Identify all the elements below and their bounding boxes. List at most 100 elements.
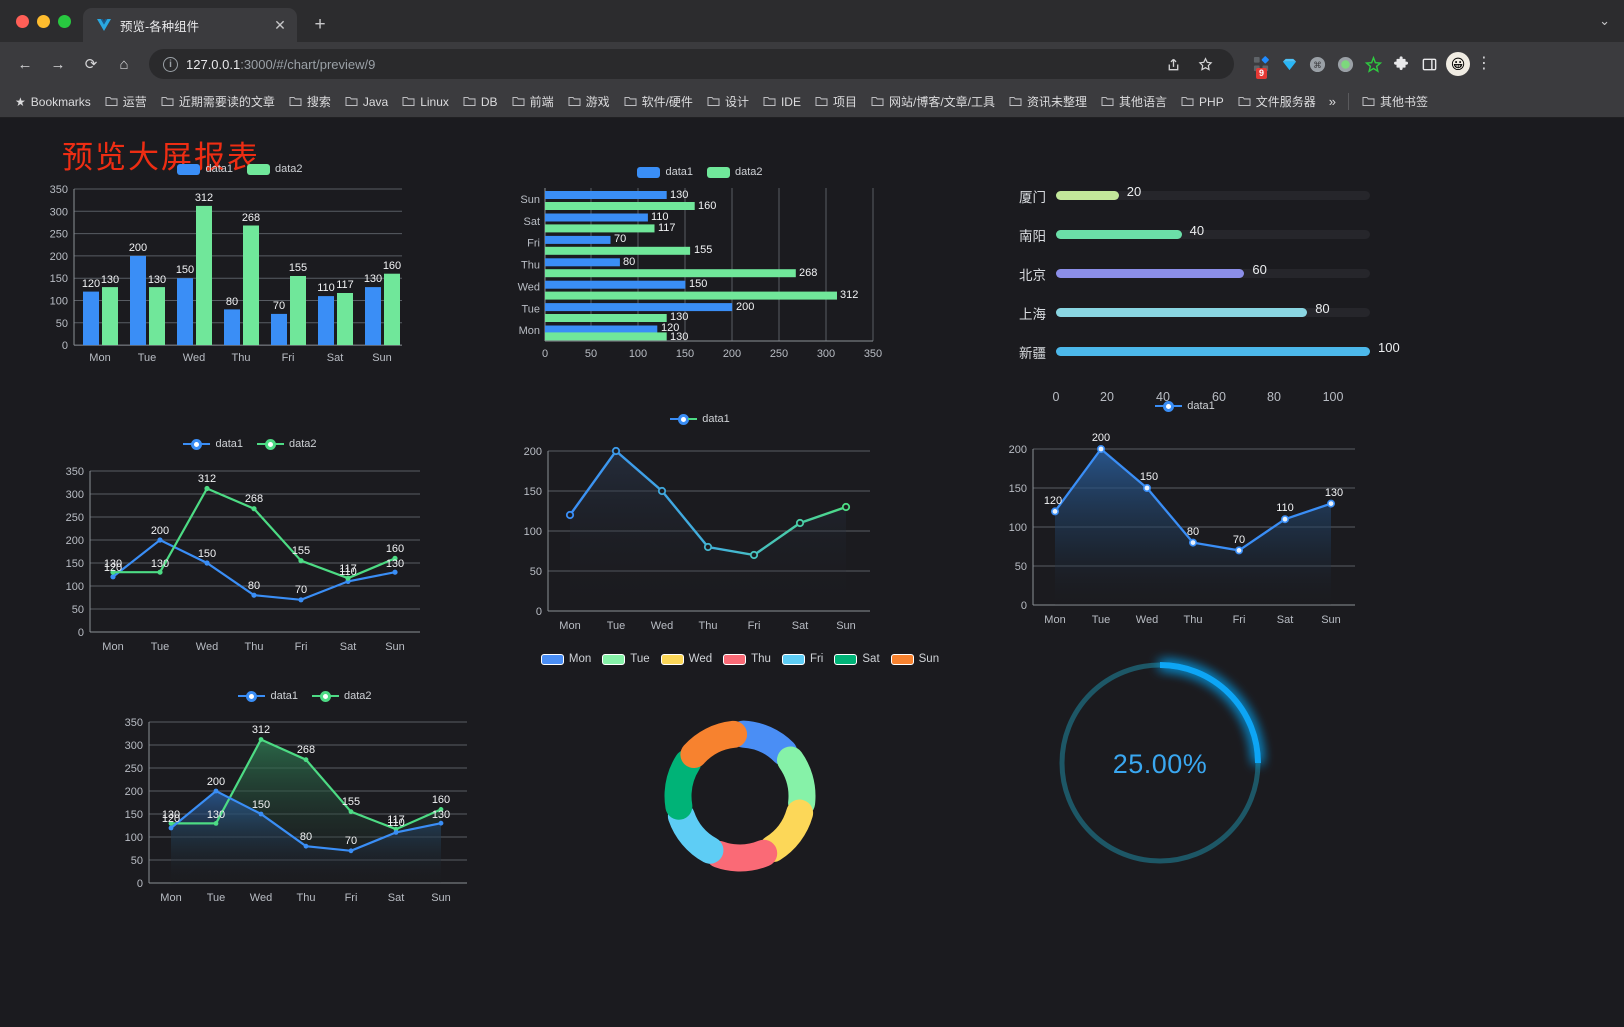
svg-text:70: 70 <box>295 584 307 596</box>
legend-item-data1[interactable]: data1 <box>637 166 693 178</box>
svg-text:70: 70 <box>345 835 357 847</box>
svg-text:Thu: Thu <box>245 641 264 653</box>
legend-item-data1[interactable]: data1 <box>670 413 730 425</box>
new-tab-button[interactable]: + <box>314 14 326 35</box>
side-panel-icon[interactable] <box>1418 53 1440 75</box>
svg-text:268: 268 <box>245 493 263 505</box>
site-info-icon[interactable]: i <box>163 56 178 72</box>
profile-avatar[interactable]: 😀 <box>1446 52 1470 76</box>
svg-text:80: 80 <box>1187 526 1199 538</box>
bookmark-folder-1[interactable]: 近期需要读的文章 <box>154 90 282 113</box>
donut-segment-sun[interactable] <box>664 720 816 872</box>
bookmark-folder-5[interactable]: DB <box>456 92 505 112</box>
reload-button[interactable]: ⟳ <box>84 56 98 73</box>
legend-item-data2[interactable]: data2 <box>247 163 303 175</box>
bookmark-folder-15[interactable]: PHP <box>1174 92 1231 112</box>
bookmarks-overflow-button[interactable]: » <box>1328 94 1336 109</box>
share-icon[interactable] <box>1158 49 1188 79</box>
legend-item-tue[interactable]: Tue <box>602 653 650 665</box>
svg-text:200: 200 <box>723 348 741 360</box>
svg-text:50: 50 <box>56 318 68 330</box>
close-window-button[interactable] <box>16 14 29 28</box>
svg-text:70: 70 <box>614 233 626 245</box>
legend-item-data2[interactable]: data2 <box>312 690 372 702</box>
green-dot-icon[interactable] <box>1334 53 1356 75</box>
svg-text:Thu: Thu <box>699 620 718 632</box>
svg-text:80: 80 <box>248 580 260 592</box>
legend-item-data1[interactable]: data1 <box>183 438 243 450</box>
bookmark-folder-13[interactable]: 资讯未整理 <box>1002 90 1094 113</box>
maximize-window-button[interactable] <box>58 14 71 28</box>
chevron-down-icon[interactable]: ⌄ <box>1599 13 1610 28</box>
bookmark-folder-16[interactable]: 文件服务器 <box>1231 90 1323 113</box>
svg-text:100: 100 <box>125 832 143 844</box>
other-bookmarks-folder[interactable]: 其他书签 <box>1355 90 1435 113</box>
legend-item-data2[interactable]: data2 <box>257 438 317 450</box>
legend-item-data1[interactable]: data1 <box>1155 400 1215 412</box>
green-star-icon[interactable] <box>1362 53 1384 75</box>
close-tab-button[interactable]: ✕ <box>274 16 286 33</box>
command-circle-icon[interactable]: ⌘ <box>1306 53 1328 75</box>
bookmark-folder-0[interactable]: 运营 <box>98 90 154 113</box>
bookmark-folder-12[interactable]: 网站/博客/文章/工具 <box>864 90 1002 113</box>
browser-menu-button[interactable]: ⋮ <box>1476 55 1492 73</box>
legend-item-data1[interactable]: data1 <box>177 163 233 175</box>
y-axis-labels: 350 300 250 200 150 100 50 0 <box>66 466 84 639</box>
svg-text:150: 150 <box>1009 483 1027 495</box>
bookmark-label: 其他书签 <box>1379 95 1428 109</box>
legend-item-data1[interactable]: data1 <box>238 690 298 702</box>
bookmark-folder-8[interactable]: 软件/硬件 <box>617 90 700 113</box>
back-button[interactable]: ← <box>17 55 33 73</box>
forward-button[interactable]: → <box>50 55 66 73</box>
svg-text:312: 312 <box>252 724 270 736</box>
donut-segment-sat[interactable] <box>664 720 816 872</box>
legend-swatch <box>834 653 858 665</box>
legend-item-sun[interactable]: Sun <box>890 653 939 665</box>
legend-item-mon[interactable]: Mon <box>540 653 591 665</box>
legend-label: data1 <box>270 690 298 702</box>
svg-text:117: 117 <box>658 222 676 234</box>
bookmark-folder-2[interactable]: 搜索 <box>282 90 338 113</box>
bookmark-star-icon[interactable] <box>1190 49 1220 79</box>
svg-text:Sun: Sun <box>372 352 392 364</box>
progress-track[interactable]: 80 <box>1056 301 1370 317</box>
bookmark-folder-9[interactable]: 设计 <box>700 90 756 113</box>
diamond-icon[interactable] <box>1278 53 1300 75</box>
minimize-window-button[interactable] <box>37 14 50 28</box>
bookmark-folder-14[interactable]: 其他语言 <box>1094 90 1174 113</box>
extensions-grid-icon[interactable]: 9 <box>1250 53 1272 79</box>
bookmark-folder-3[interactable]: Java <box>338 92 395 112</box>
legend-item-sat[interactable]: Sat <box>834 653 880 665</box>
svg-text:130: 130 <box>386 558 404 570</box>
legend-item-data2[interactable]: data2 <box>707 166 763 178</box>
bookmark-label: Linux <box>420 94 449 109</box>
donut-segment-tue[interactable] <box>664 720 816 872</box>
home-button[interactable]: ⌂ <box>119 55 129 73</box>
puzzle-icon[interactable] <box>1390 53 1412 75</box>
progress-track[interactable]: 20 <box>1056 184 1370 200</box>
bars: 130 160 110 117 70 155 80 268 150 312 20… <box>545 189 858 343</box>
bookmark-folder-10[interactable]: IDE <box>756 92 808 112</box>
bookmark-folder-4[interactable]: Linux <box>395 92 456 112</box>
address-bar[interactable]: i 127.0.0.1:3000/#/chart/preview/9 <box>149 49 1234 79</box>
progress-track[interactable]: 100 <box>1056 340 1400 356</box>
browser-tab[interactable]: 预览-各种组件 ✕ <box>83 8 297 42</box>
legend-item-thu[interactable]: Thu <box>723 653 771 665</box>
legend-label: data1 <box>702 413 730 425</box>
legend-label: data1 <box>205 163 233 175</box>
progress-track[interactable]: 60 <box>1056 262 1370 278</box>
legend-item-wed[interactable]: Wed <box>660 653 712 665</box>
progress-track[interactable]: 40 <box>1056 223 1370 239</box>
donut-segment-thu[interactable] <box>664 720 816 872</box>
bookmark-folder-11[interactable]: 项目 <box>808 90 864 113</box>
bookmark-folder-6[interactable]: 前端 <box>505 90 561 113</box>
line-chart-svg: 350 300 250 200 150 100 50 0 <box>66 466 420 653</box>
svg-text:80: 80 <box>623 256 635 268</box>
legend-item-fri[interactable]: Fri <box>781 653 823 665</box>
bookmark-folder-7[interactable]: 游戏 <box>561 90 617 113</box>
bookmarks-root[interactable]: ★ Bookmarks <box>8 92 98 112</box>
svg-text:100: 100 <box>1009 522 1027 534</box>
svg-text:80: 80 <box>300 831 312 843</box>
legend-swatch <box>602 653 626 665</box>
y-axis-labels: 350 300 250 200 150 100 50 0 <box>50 184 68 352</box>
